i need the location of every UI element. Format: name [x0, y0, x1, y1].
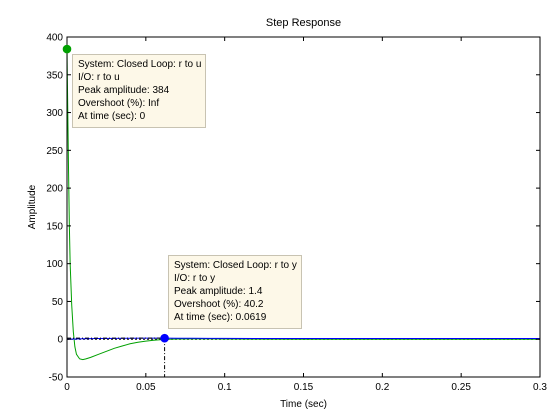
x-ticks: 0 0.05 0.1 0.15 0.2 0.25 0.3 [64, 37, 547, 393]
datatip-system: System: Closed Loop: r to y [174, 260, 297, 271]
y-tick-label: 0 [57, 335, 63, 346]
y-tick-label: 100 [46, 259, 63, 270]
x-tick-label: 0 [64, 382, 70, 393]
datatip-r-to-u[interactable]: System: Closed Loop: r to u I/O: r to u … [72, 54, 207, 128]
y-ticks: -50 0 50 100 150 200 250 300 350 400 [46, 33, 540, 384]
datatip-io: I/O: r to y [174, 273, 216, 284]
datatip-time: At time (sec): 0.0619 [174, 312, 267, 323]
x-axis-label: Time (sec) [280, 399, 327, 410]
y-tick-label: 400 [46, 33, 63, 44]
x-tick-label: 0.25 [451, 382, 471, 393]
x-tick-label: 0.1 [218, 382, 232, 393]
x-tick-label: 0.3 [533, 382, 547, 393]
x-tick-label: 0.2 [375, 382, 389, 393]
y-tick-label: 50 [52, 297, 64, 308]
peak-marker-1 [160, 333, 169, 343]
series-layer [66, 49, 540, 361]
y-tick-label: 300 [46, 108, 63, 119]
peak-marker-0 [62, 44, 72, 54]
x-tick-label: 0.05 [136, 382, 156, 393]
datatip-peak: Peak amplitude: 1.4 [174, 286, 263, 297]
datatip-io: I/O: r to u [78, 72, 120, 83]
datatip-overshoot: Overshoot (%): Inf [78, 98, 160, 109]
y-tick-label: 350 [46, 70, 63, 81]
series-line-0 [66, 49, 540, 361]
datatip-overshoot: Overshoot (%): 40.2 [174, 299, 264, 310]
datatip-peak: Peak amplitude: 384 [78, 85, 170, 96]
datatip-time: At time (sec): 0 [78, 111, 146, 122]
y-tick-label: 250 [46, 146, 63, 157]
x-tick-label: 0.15 [294, 382, 314, 393]
chart-title: Step Response [266, 17, 341, 29]
y-tick-label: -50 [49, 373, 64, 384]
marker-layer [62, 44, 169, 343]
y-axis-label: Amplitude [27, 184, 38, 229]
y-tick-label: 150 [46, 221, 63, 232]
series-line-1 [66, 337, 540, 340]
datatip-system: System: Closed Loop: r to u [78, 59, 202, 70]
datatip-r-to-y[interactable]: System: Closed Loop: r to y I/O: r to y … [168, 255, 302, 329]
y-tick-label: 200 [46, 184, 63, 195]
